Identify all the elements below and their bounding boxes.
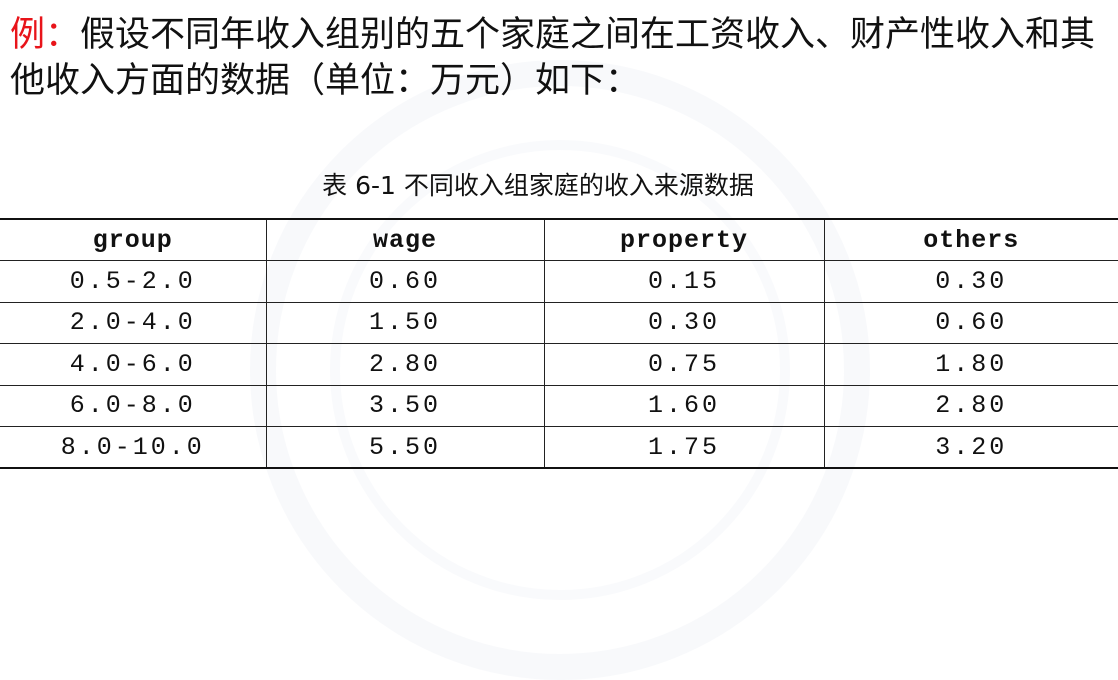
cell-wage: 1.50	[265, 301, 545, 344]
cell-group: 2.0-4.0	[0, 301, 267, 344]
column-header-wage: wage	[265, 218, 545, 261]
cell-wage: 0.60	[265, 260, 545, 303]
cell-others: 3.20	[823, 426, 1118, 469]
cell-property: 1.75	[543, 426, 825, 469]
cell-property: 0.30	[543, 301, 825, 344]
cell-wage: 3.50	[265, 384, 545, 427]
cell-group: 0.5-2.0	[0, 260, 267, 303]
cell-others: 0.60	[823, 301, 1118, 344]
column-header-others: others	[823, 218, 1118, 261]
intro-paragraph: 例：假设不同年收入组别的五个家庭之间在工资收入、财产性收入和其他收入方面的数据（…	[10, 12, 1110, 104]
cell-group: 6.0-8.0	[0, 384, 267, 427]
table-row: 6.0-8.0 3.50 1.60 2.80	[0, 384, 1118, 427]
income-source-table: group wage property others 0.5-2.0 0.60 …	[0, 218, 1118, 469]
cell-group: 4.0-6.0	[0, 343, 267, 386]
intro-text: 假设不同年收入组别的五个家庭之间在工资收入、财产性收入和其他收入方面的数据（单位…	[10, 15, 1096, 101]
table-header-row: group wage property others	[0, 218, 1118, 261]
table-row: 8.0-10.0 5.50 1.75 3.20	[0, 426, 1118, 469]
cell-property: 1.60	[543, 384, 825, 427]
column-header-property: property	[543, 218, 825, 261]
table-row: 0.5-2.0 0.60 0.15 0.30	[0, 260, 1118, 303]
column-header-group: group	[0, 218, 267, 261]
table-row: 4.0-6.0 2.80 0.75 1.80	[0, 343, 1118, 386]
cell-wage: 5.50	[265, 426, 545, 469]
cell-property: 0.75	[543, 343, 825, 386]
table-row: 2.0-4.0 1.50 0.30 0.60	[0, 301, 1118, 344]
cell-group: 8.0-10.0	[0, 426, 267, 469]
example-label: 例：	[10, 15, 81, 55]
cell-others: 0.30	[823, 260, 1118, 303]
cell-others: 2.80	[823, 384, 1118, 427]
cell-property: 0.15	[543, 260, 825, 303]
table-caption: 表 6-1 不同收入组家庭的收入来源数据	[322, 171, 754, 200]
cell-wage: 2.80	[265, 343, 545, 386]
cell-others: 1.80	[823, 343, 1118, 386]
